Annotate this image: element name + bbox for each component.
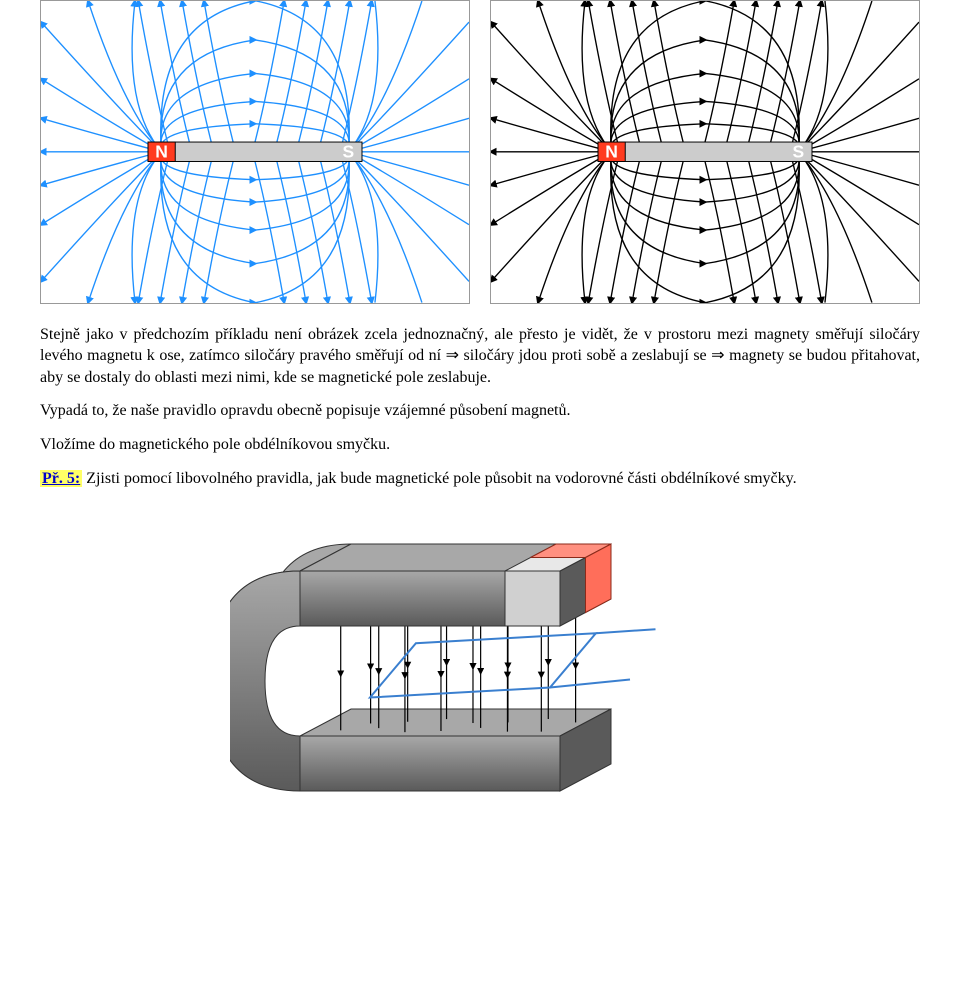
field-diagram-left: NS xyxy=(40,0,470,304)
paragraph-2: Vypadá to, že naše pravidlo opravdu obec… xyxy=(40,400,920,422)
horseshoe-magnet-diagram xyxy=(40,501,920,906)
page: NS NS Stejně jako v předchozím příkladu … xyxy=(0,0,960,926)
exercise-text: Zjisti pomocí libovolného pravidla, jak … xyxy=(82,470,796,487)
svg-text:S: S xyxy=(343,142,355,162)
exercise-label: Př. 5: xyxy=(40,470,82,487)
svg-text:S: S xyxy=(793,142,805,162)
field-lines-left-svg: NS xyxy=(41,1,469,303)
exercise-5: Př. 5: Zjisti pomocí libovolného pravidl… xyxy=(40,468,920,490)
horseshoe-svg xyxy=(230,501,730,901)
svg-text:N: N xyxy=(605,142,618,162)
field-diagram-right: NS xyxy=(490,0,920,304)
svg-text:N: N xyxy=(155,142,168,162)
field-lines-right-svg: NS xyxy=(491,1,919,303)
figure-row: NS NS xyxy=(40,0,920,304)
paragraph-3: Vložíme do magnetického pole obdélníkovo… xyxy=(40,434,920,456)
paragraph-1: Stejně jako v předchozím příkladu není o… xyxy=(40,324,920,389)
